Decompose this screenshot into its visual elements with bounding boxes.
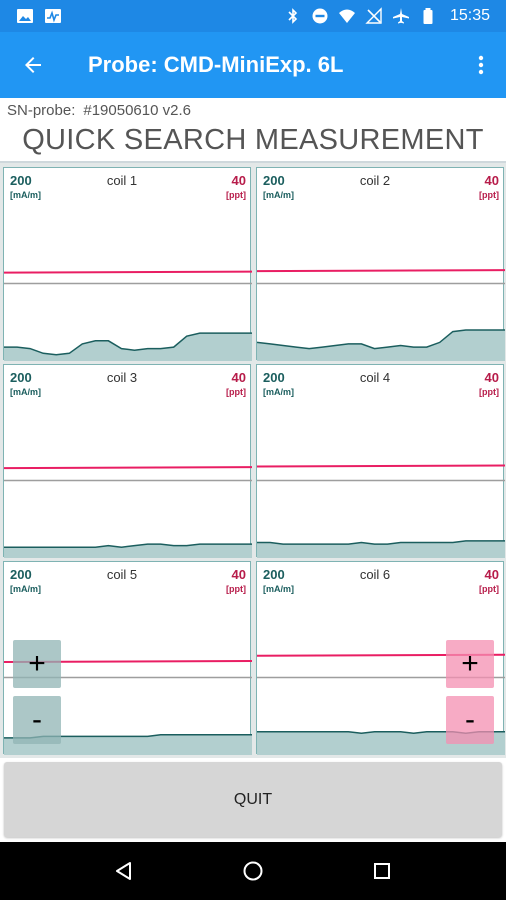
coil-title: coil 5	[106, 567, 138, 582]
nav-home-button[interactable]	[233, 851, 273, 891]
inphase-line	[257, 269, 505, 273]
heading-divider	[0, 161, 506, 163]
conductivity-unit: [mA/m]	[10, 584, 41, 594]
arrow-back-icon	[25, 57, 41, 73]
conductivity-scale-value: 200	[263, 370, 285, 385]
inphase-scale-value: 40	[231, 567, 246, 582]
more-vert-icon	[478, 55, 484, 75]
nav-back-icon	[116, 862, 132, 880]
coil-title: coil 2	[359, 173, 391, 188]
conductivity-area	[257, 540, 505, 558]
coil-graph	[257, 269, 505, 361]
app-bar: Probe: CMD-MiniExp. 6L	[0, 32, 506, 98]
coil-graph	[4, 270, 252, 361]
conductivity-line	[4, 332, 252, 356]
coil-graph	[257, 464, 505, 558]
conductivity-unit: [mA/m]	[263, 190, 294, 200]
inphase-scale-value: 40	[484, 173, 499, 188]
wifi-icon	[338, 9, 355, 23]
inphase-scale-value: 40	[484, 370, 499, 385]
conductivity-area	[257, 330, 505, 361]
conductivity-area	[4, 734, 252, 755]
sn-value: #19050610 v2.6	[83, 102, 191, 119]
inphase-line	[4, 270, 252, 274]
overflow-menu-button[interactable]	[456, 32, 506, 98]
coil-title: coil 3	[106, 370, 138, 385]
coil-title: coil 4	[359, 370, 391, 385]
conductivity-line	[257, 329, 505, 350]
system-nav-bar	[0, 842, 506, 900]
conductivity-scale-value: 200	[10, 370, 32, 385]
conductivity-scale-value: 200	[10, 173, 32, 188]
conductivity-scale-value: 200	[263, 567, 285, 582]
conductivity-line	[4, 543, 252, 548]
inphase-scale-value: 40	[484, 567, 499, 582]
nav-back-button[interactable]	[104, 851, 144, 891]
inphase-unit: [ppt]	[479, 584, 499, 594]
nav-home-icon	[243, 861, 263, 881]
status-time: 15:35	[449, 7, 490, 24]
coil-panel-4: 200 [mA/m] coil 4 40 [ppt]	[256, 364, 505, 558]
inphase-unit: [ppt]	[226, 190, 246, 200]
coil-title: coil 1	[106, 173, 138, 188]
inphase-scale-value: 40	[231, 370, 246, 385]
conductivity-line	[257, 540, 505, 545]
inphase-line	[257, 464, 505, 468]
inphase-scale-value: 40	[231, 173, 246, 188]
activity-icon	[45, 9, 61, 23]
coil-panel-2: 200 [mA/m] coil 2 40 [ppt]	[256, 167, 505, 361]
inphase-unit: [ppt]	[226, 387, 246, 397]
coil-title: coil 6	[359, 567, 391, 582]
no-signal-icon	[365, 7, 382, 24]
conductivity-scale-value: 200	[263, 173, 285, 188]
inphase-zoom-out-button[interactable]: -	[446, 696, 494, 744]
coil-grid: 200 [mA/m] coil 1 40 [ppt] 200 [mA/m] co…	[0, 163, 506, 758]
conductivity-unit: [mA/m]	[263, 584, 294, 594]
battery-icon	[423, 8, 433, 24]
conductivity-zoom-in-button[interactable]: +	[13, 640, 61, 688]
inphase-zoom-in-button[interactable]: +	[446, 640, 494, 688]
nav-recents-button[interactable]	[362, 851, 402, 891]
back-button[interactable]	[0, 32, 66, 98]
inphase-unit: [ppt]	[479, 387, 499, 397]
probe-serial: SN-probe: #19050610 v2.6	[7, 102, 191, 119]
measurement-heading: QUICK SEARCH MEASUREMENT	[22, 124, 484, 156]
inphase-unit: [ppt]	[226, 584, 246, 594]
sn-label: SN-probe:	[7, 102, 76, 119]
conductivity-scale-value: 200	[10, 567, 32, 582]
conductivity-unit: [mA/m]	[263, 387, 294, 397]
nav-recents-icon	[373, 863, 390, 879]
inphase-line	[4, 466, 252, 470]
conductivity-zoom-out-button[interactable]: -	[13, 696, 61, 744]
do-not-disturb-icon	[312, 8, 328, 24]
quit-button[interactable]: QUIT	[4, 762, 502, 837]
status-bar: 15:35	[0, 0, 506, 32]
bluetooth-icon	[288, 8, 298, 24]
coil-graph	[4, 466, 252, 558]
inphase-unit: [ppt]	[479, 190, 499, 200]
conductivity-area	[4, 333, 252, 361]
page-title: Probe: CMD-MiniExp. 6L	[88, 52, 344, 77]
airplane-icon	[392, 8, 409, 24]
coil-panel-1: 200 [mA/m] coil 1 40 [ppt]	[3, 167, 252, 361]
conductivity-unit: [mA/m]	[10, 190, 41, 200]
coil-panel-3: 200 [mA/m] coil 3 40 [ppt]	[3, 364, 252, 558]
conductivity-area	[257, 731, 505, 755]
image-icon	[17, 9, 33, 23]
conductivity-unit: [mA/m]	[10, 387, 41, 397]
